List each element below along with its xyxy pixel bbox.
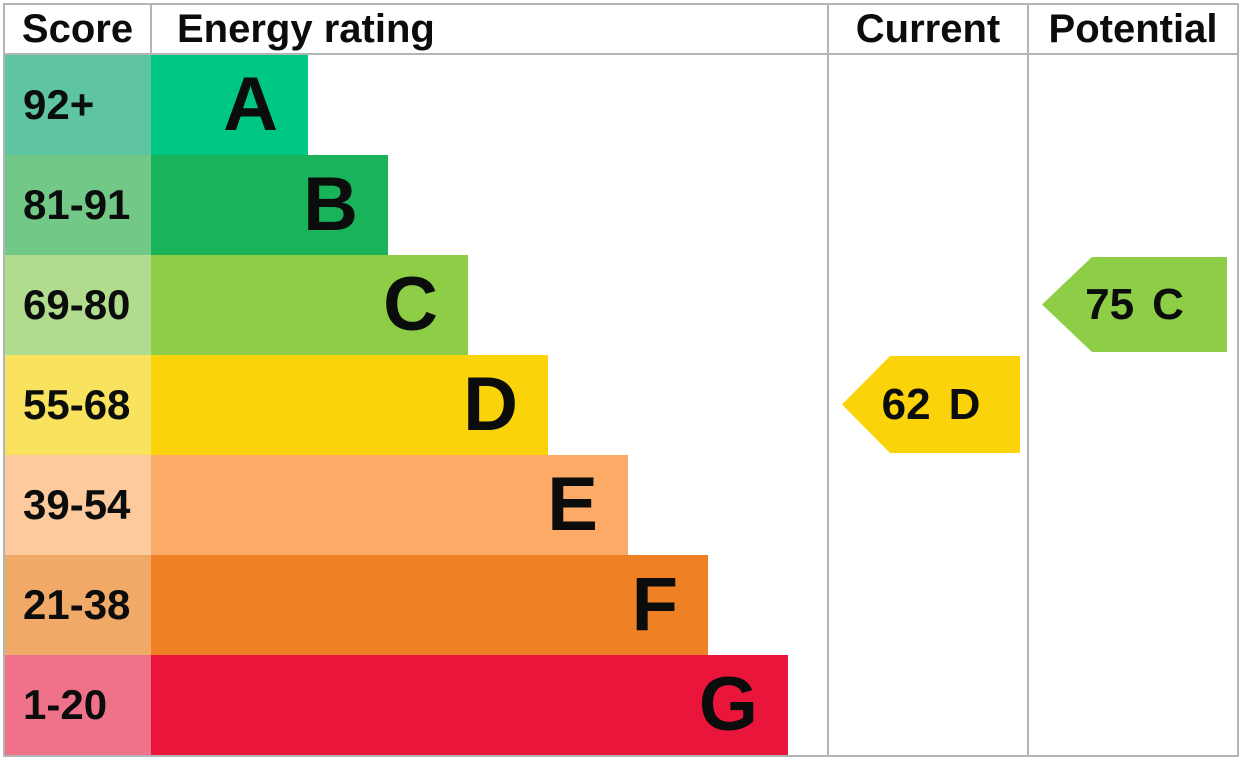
divider-current-potential (1027, 5, 1029, 755)
header-current: Current (855, 7, 1001, 51)
score-range-label: 39-54 (5, 455, 151, 555)
band-row-f: 21-38 F (5, 555, 827, 655)
rating-bar-d: D (151, 355, 548, 455)
current-band-letter: D (948, 379, 981, 429)
band-row-b: 81-91 B (5, 155, 827, 255)
score-range-label: 55-68 (5, 355, 151, 455)
header-score: Score (21, 7, 134, 51)
score-range-label: 21-38 (5, 555, 151, 655)
rating-bar-b: B (151, 155, 388, 255)
band-rows: 92+ A 81-91 B 69-80 C 55-68 D 39-54 E 21-38 F 1-20 G (5, 55, 827, 755)
band-row-e: 39-54 E (5, 455, 827, 555)
score-range-label: 92+ (5, 55, 151, 155)
rating-bar-e: E (151, 455, 628, 555)
rating-bar-c: C (151, 255, 468, 355)
rating-bar-f: F (151, 555, 708, 655)
current-score-value: 62 (881, 379, 931, 429)
band-row-d: 55-68 D (5, 355, 827, 455)
rating-bar-g: G (151, 655, 788, 755)
rating-bar-a: A (151, 55, 308, 155)
band-row-c: 69-80 C (5, 255, 827, 355)
chart-border (3, 3, 1239, 757)
score-range-label: 69-80 (5, 255, 151, 355)
score-range-label: 1-20 (5, 655, 151, 755)
band-row-g: 1-20 G (5, 655, 827, 755)
divider-rating-current (827, 5, 829, 755)
divider-score-rating (150, 5, 152, 53)
potential-band-letter: C (1152, 279, 1184, 329)
header-divider (5, 53, 1237, 55)
score-range-label: 81-91 (5, 155, 151, 255)
band-row-a: 92+ A (5, 55, 827, 155)
header-potential: Potential (1048, 7, 1218, 51)
header-energy-rating: Energy rating (177, 7, 435, 51)
potential-score-value: 75 (1085, 279, 1135, 329)
